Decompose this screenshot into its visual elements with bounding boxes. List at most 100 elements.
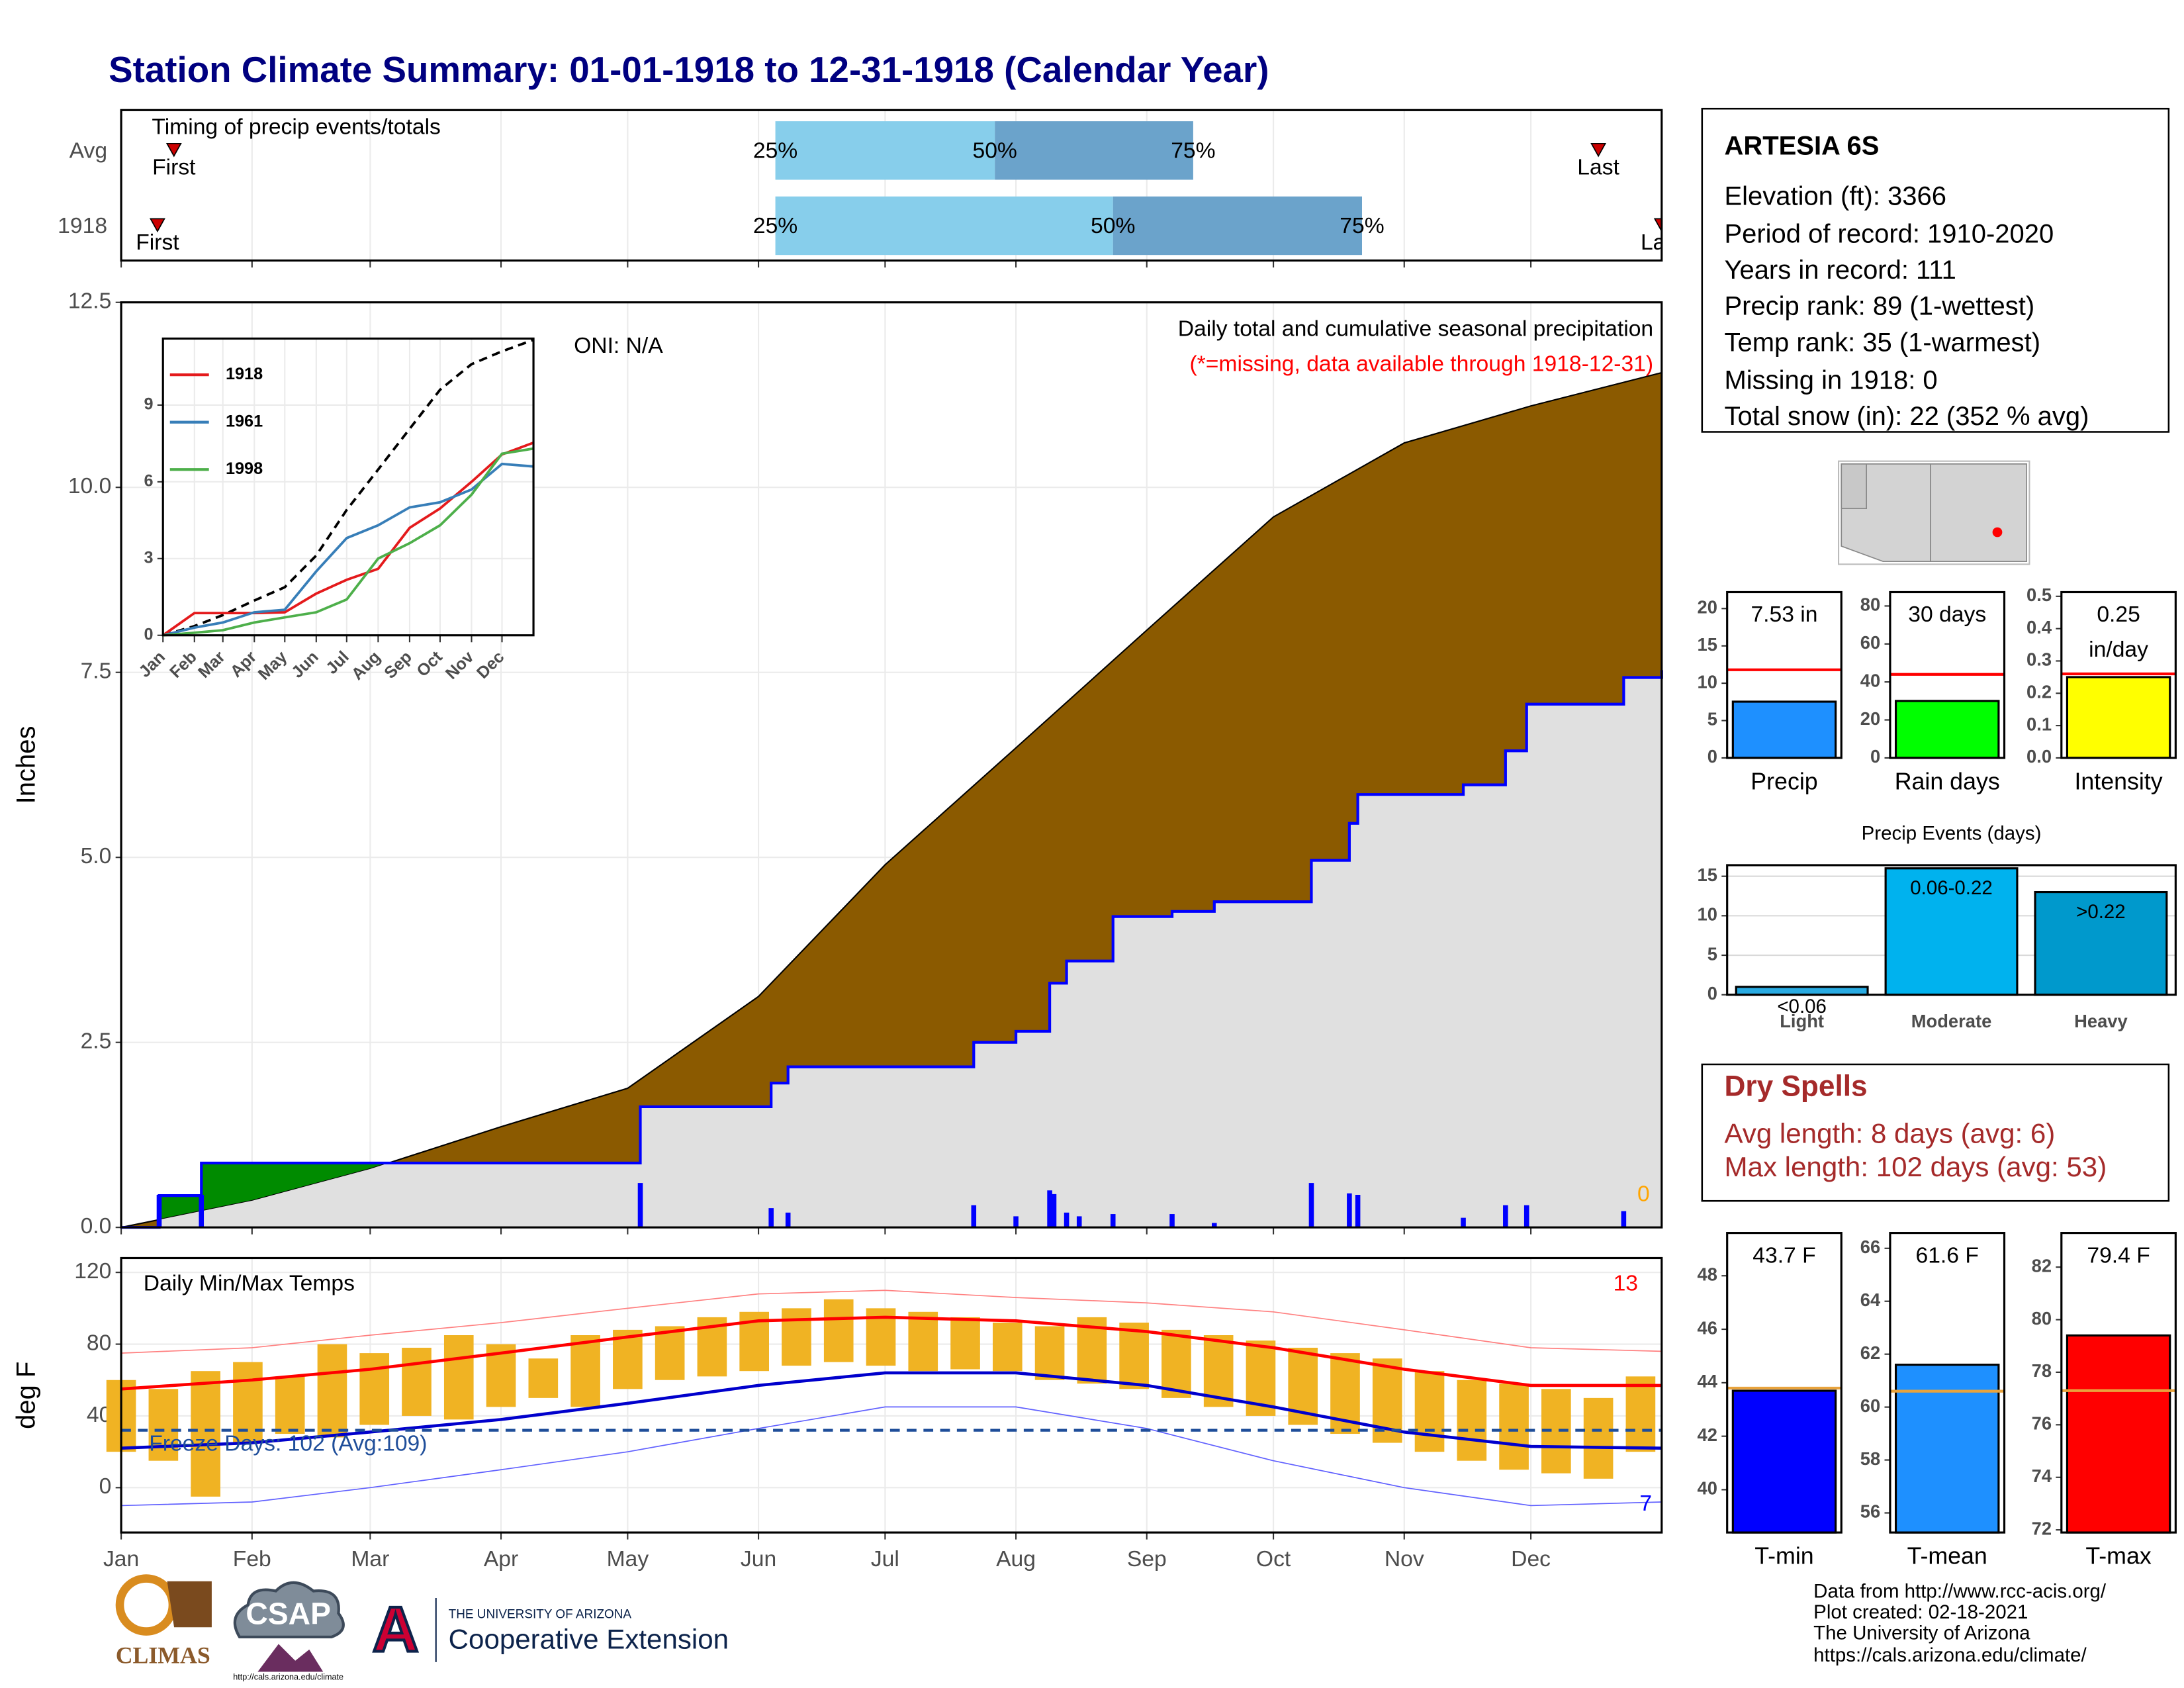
info-line: Period of record: 1910-2020 xyxy=(1724,219,2054,248)
daily-precip-bar xyxy=(768,1208,774,1228)
category-label: T-mean xyxy=(1907,1542,1987,1569)
y-tick-label: 7.5 xyxy=(81,659,112,684)
below-area xyxy=(121,670,1662,1228)
x-tick-label: Jan xyxy=(103,1547,139,1571)
daily-range-bar xyxy=(992,1323,1023,1372)
value-label: 79.4 F xyxy=(2087,1243,2150,1268)
bar-chart-title: Precip Events (days) xyxy=(1862,822,2042,844)
x-tick-label: Sep xyxy=(1127,1547,1167,1571)
event-marker xyxy=(149,218,165,233)
y-tick-label: 0 xyxy=(1870,746,1880,767)
plot-frame xyxy=(2060,590,2177,759)
marker-label: Last xyxy=(1577,156,1619,180)
marker-label: Last xyxy=(1641,230,1683,255)
info-line: Elevation (ft): 3366 xyxy=(1724,181,1946,211)
y-tick-label: 0.2 xyxy=(2026,682,2052,702)
daily-precip-bar xyxy=(1110,1214,1116,1228)
quartile-label: 75% xyxy=(1171,138,1215,163)
y-tick-label: 74 xyxy=(2032,1466,2052,1486)
footer-line: The University of Arizona xyxy=(1813,1622,2030,1644)
info-box xyxy=(1701,107,2170,433)
temp-title: Daily Min/Max Temps xyxy=(144,1271,355,1295)
y-tick-label: 15 xyxy=(1698,634,1717,655)
annotation: 0 xyxy=(1637,1182,1650,1207)
y-tick-label: 5 xyxy=(1707,943,1717,964)
daily-range-bar xyxy=(950,1317,980,1370)
y-tick-label: 80 xyxy=(1860,594,1880,615)
daily-precip-bar xyxy=(1169,1214,1175,1228)
y-tick-label: 12.5 xyxy=(68,289,112,314)
daily-precip-bar xyxy=(1461,1217,1466,1228)
bar xyxy=(1731,700,1837,759)
category-label: Rain days xyxy=(1895,768,2000,794)
y-tick-label: 10.0 xyxy=(68,474,112,498)
daily-range-bar xyxy=(1583,1397,1614,1479)
timing-title: Timing of precip events/totals xyxy=(152,115,440,140)
csap-cloud xyxy=(233,1581,345,1639)
x-tick-label: Feb xyxy=(233,1547,271,1571)
daily-precip-bar xyxy=(1013,1216,1019,1228)
category-label: T-max xyxy=(2085,1542,2151,1569)
x-tick-label: Jun xyxy=(741,1547,776,1571)
daily-precip-bar xyxy=(1308,1183,1314,1228)
series-line xyxy=(162,441,534,637)
daily-precip-bar xyxy=(1503,1205,1508,1228)
event-marker xyxy=(165,142,182,158)
temperature-line xyxy=(120,1315,1662,1391)
plot-frame xyxy=(120,1256,1663,1534)
legend-label: 1918 xyxy=(226,365,263,383)
x-tick-label: Nov xyxy=(1385,1547,1424,1571)
quartile-label: 25% xyxy=(753,214,797,238)
category-label: Intensity xyxy=(2074,768,2162,794)
bar xyxy=(2066,676,2171,759)
y-tick-label: 0.3 xyxy=(2026,649,2052,670)
series-line xyxy=(162,338,534,637)
y-tick-label: 80 xyxy=(2032,1308,2052,1329)
page-title: Station Climate Summary: 01-01-1918 to 1… xyxy=(109,49,1269,90)
y-tick-label: 44 xyxy=(1698,1371,1718,1391)
plot-frame xyxy=(120,109,1663,262)
daily-range-bar xyxy=(359,1353,390,1425)
extension-name: Cooperative Extension xyxy=(449,1623,729,1654)
y-tick-label: 20 xyxy=(1698,597,1717,618)
value-label: 0.25 xyxy=(2097,602,2140,627)
dry-spells-title: Dry Spells xyxy=(1724,1070,1867,1102)
footer-line: Data from http://www.rcc-acis.org/ xyxy=(1813,1580,2107,1602)
value-label: 7.53 in xyxy=(1751,602,1817,627)
y-tick-label: 0.1 xyxy=(2026,714,2052,734)
daily-precip-bar xyxy=(1621,1211,1627,1228)
logos: CLIMAS CSAP http://cals.arizona.edu/clim… xyxy=(115,1574,729,1681)
y-tick-label: 46 xyxy=(1698,1317,1717,1338)
row-label: Avg xyxy=(69,138,107,163)
daily-precip-bar xyxy=(785,1212,791,1228)
y-tick-label: 76 xyxy=(2032,1413,2052,1434)
daily-precip-bar xyxy=(637,1183,643,1228)
plot-frame xyxy=(1726,1232,1843,1534)
category-label: Moderate xyxy=(1911,1011,1992,1031)
daily-range-bar xyxy=(570,1335,600,1407)
category-label: T-min xyxy=(1754,1542,1813,1569)
climas-shape xyxy=(167,1581,212,1628)
y-tick-label: 0.5 xyxy=(2026,585,2052,605)
y-tick-label: 0 xyxy=(144,625,153,643)
csap-url: http://cals.arizona.edu/climate xyxy=(233,1672,343,1681)
daily-range-bar xyxy=(443,1335,474,1420)
y-tick-label: 10 xyxy=(1698,904,1717,925)
y-tick-label: 56 xyxy=(1860,1501,1880,1522)
university-name: THE UNIVERSITY OF ARIZONA xyxy=(449,1607,632,1621)
state-shape xyxy=(1841,463,1867,510)
y-tick-label: 78 xyxy=(2032,1360,2052,1381)
daily-range-bar xyxy=(1119,1323,1149,1389)
quartile-bar xyxy=(775,196,1113,256)
unit-label: in/day xyxy=(2089,637,2148,662)
annotation: (*=missing, data available through 1918-… xyxy=(1189,352,1653,376)
y-tick-label: 62 xyxy=(1860,1342,1880,1363)
station-name: ARTESIA 6S xyxy=(1724,132,1879,161)
y-tick-label: 120 xyxy=(74,1259,111,1284)
legend-label: 1998 xyxy=(226,459,263,478)
daily-range-bar xyxy=(1161,1329,1191,1398)
plot-frame xyxy=(1726,864,2177,996)
dry-spells-box xyxy=(1701,1063,2170,1202)
y-tick-label: 10 xyxy=(1698,671,1717,692)
